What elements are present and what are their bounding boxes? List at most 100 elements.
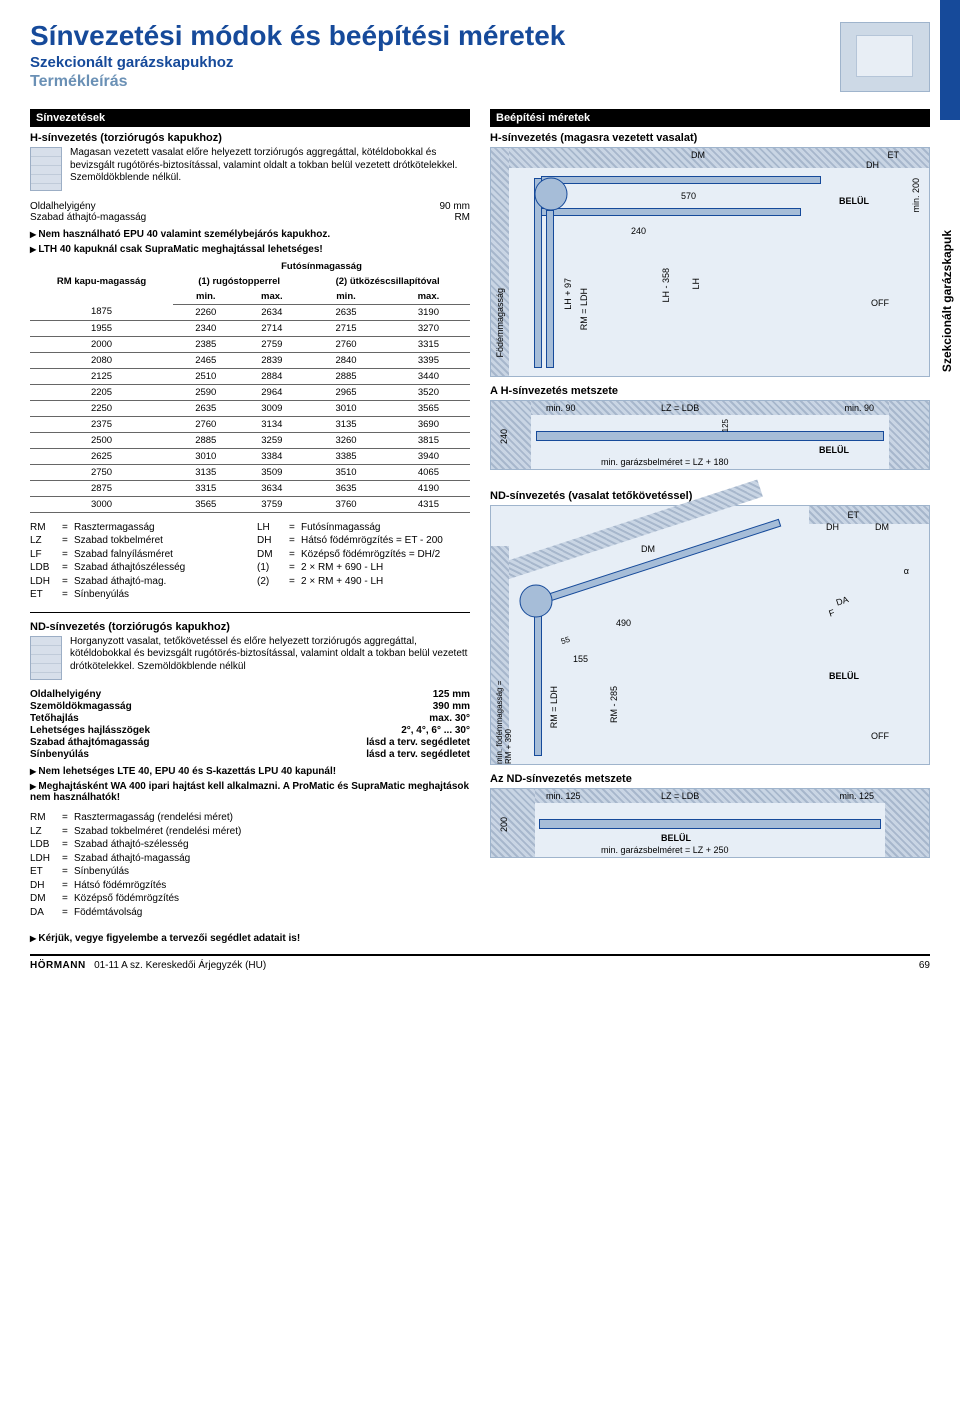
panel-swatch-icon xyxy=(30,147,62,191)
page-number: 69 xyxy=(919,960,930,971)
lbl-570: 570 xyxy=(681,191,696,201)
h-sinv-title: H-sínvezetés (torziórugós kapukhoz) xyxy=(30,132,470,144)
legend-row: RM=Rasztermagasság xyxy=(30,521,243,535)
szabad-v: RM xyxy=(454,212,470,223)
lbl-rmldh: RM = LDH xyxy=(579,288,589,330)
legend-row: DM=Középső födémrögzítés xyxy=(30,892,470,906)
th-min2: min. xyxy=(305,289,387,305)
lbl-lh97: LH + 97 xyxy=(563,278,573,310)
lbl-min90r: min. 90 xyxy=(844,403,874,413)
table-row: 22502635300930103565 xyxy=(30,400,470,416)
lbl-155: 155 xyxy=(573,654,588,664)
th-max2: max. xyxy=(387,289,470,305)
lbl-belul2: BELÜL xyxy=(829,671,859,681)
legend-row: LF=Szabad falnyílásméret xyxy=(30,548,243,562)
page-title: Sínvezetési módok és beépítési méretek xyxy=(30,20,930,52)
nd-cross-diagram: min. 125 min. 125 LZ = LDB 200 BELÜL min… xyxy=(490,788,930,858)
nd-desc: Horganyzott vasalat, tetőkövetéssel és e… xyxy=(70,636,470,674)
lbl-240: 240 xyxy=(631,226,646,236)
footer-note: Kérjük, vegye figyelembe a tervezői segé… xyxy=(30,933,930,944)
lbl-rm285: RM - 285 xyxy=(609,686,619,723)
table-row: 21252510288428853440 xyxy=(30,368,470,384)
diag-h-title: H-sínvezetés (magasra vezetett vasalat) xyxy=(490,132,930,144)
table-row: 20802465283928403395 xyxy=(30,352,470,368)
nd-title: ND-sínvezetés (torziórugós kapukhoz) xyxy=(30,621,470,633)
product-thumb xyxy=(840,22,930,92)
table-row: 20002385275927603315 xyxy=(30,336,470,352)
lbl-lh358: LH - 358 xyxy=(661,268,671,303)
legend-row: (1)=2 × RM + 690 - LH xyxy=(257,561,470,575)
side-category-label: Szekcionált garázskapuk xyxy=(940,230,954,372)
nd-diagram: ET DH DM DM α DA F 490 155 55 BELÜL OFF … xyxy=(490,505,930,765)
oldalhelyigeny-v: 90 mm xyxy=(439,201,470,212)
lbl-garaz: min. garázsbelméret = LZ + 180 xyxy=(601,457,729,467)
lbl-off2: OFF xyxy=(871,731,889,741)
param-row: Oldalhelyigény125 mm xyxy=(30,689,470,700)
lbl-490: 490 xyxy=(616,618,631,628)
lbl-55: 55 xyxy=(560,635,571,646)
legend-row: LZ=Szabad tokbelméret (rendelési méret) xyxy=(30,825,470,839)
table-row: 28753315363436354190 xyxy=(30,480,470,496)
legend-row: RM=Rasztermagasság (rendelési méret) xyxy=(30,811,470,825)
param-row: Tetőhajlásmax. 30° xyxy=(30,713,470,724)
lbl-min125l: min. 125 xyxy=(546,791,581,801)
legend-row: ET=Sínbenyúlás xyxy=(30,865,470,879)
lbl-f: F xyxy=(827,607,835,618)
legend-block-2: RM=Rasztermagasság (rendelési méret)LZ=S… xyxy=(30,811,470,919)
legend-row: LDH=Szabad áthajtó-magasság xyxy=(30,852,470,866)
lbl-belul3: BELÜL xyxy=(661,833,691,843)
table-row: 26253010338433853940 xyxy=(30,448,470,464)
footer-mid: 01-11 A sz. Kereskedői Árjegyzék (HU) xyxy=(94,960,266,971)
lbl-lzldb: LZ = LDB xyxy=(661,403,699,413)
h-diagram: DM ET DH min. 200 570 240 BELÜL OFF Födé… xyxy=(490,147,930,377)
table-row: 30003565375937604315 xyxy=(30,496,470,512)
table-row: 18752260263426353190 xyxy=(30,304,470,320)
legend-row: LDH=Szabad áthajtó-mag. xyxy=(30,575,243,589)
th-futosin: Futósínmagasság xyxy=(173,259,470,274)
lbl-dm2: DM xyxy=(875,522,889,532)
nd-cross-title: Az ND-sínvezetés metszete xyxy=(490,773,930,785)
legend-block-1: RM=RasztermagasságLZ=Szabad tokbelméretL… xyxy=(30,521,470,602)
runner-height-table: RM kapu-magasság Futósínmagasság (1) rug… xyxy=(30,259,470,513)
table-row: 25002885325932603815 xyxy=(30,432,470,448)
legend-row: (2)=2 × RM + 490 - LH xyxy=(257,575,470,589)
legend-row: LH=Futósínmagasság xyxy=(257,521,470,535)
th-utkoz: (2) ütközéscsillapítóval xyxy=(305,274,470,289)
param-row: Lehetséges hajlásszögek2°, 4°, 6° ... 30… xyxy=(30,725,470,736)
legend-row: DH=Hátsó födémrögzítés = ET - 200 xyxy=(257,534,470,548)
lbl-et2: ET xyxy=(847,510,859,520)
lbl-lh: LH xyxy=(691,278,701,290)
param-row: Sínbenyúláslásd a terv. segédletet xyxy=(30,749,470,760)
h-cross-title: A H-sínvezetés metszete xyxy=(490,385,930,397)
th-rm: RM kapu-magasság xyxy=(30,259,173,305)
lbl-dh2: DH xyxy=(826,522,839,532)
th-rugo: (1) rugóstopperrel xyxy=(173,274,305,289)
nd-params: Oldalhelyigény125 mmSzemöldökmagasság390… xyxy=(30,689,470,760)
param-row: Szabad áthajtómagasságlásd a terv. segéd… xyxy=(30,737,470,748)
lbl-dm3: DM xyxy=(641,544,655,554)
page-subtitle-2: Termékleírás xyxy=(30,73,930,91)
lbl-fodem: Födémmagasság xyxy=(495,288,505,358)
lbl-alpha: α xyxy=(904,566,909,576)
lbl-off: OFF xyxy=(871,298,889,308)
edge-tab xyxy=(940,0,960,120)
legend-row: LDB=Szabad áthajtó-szélesség xyxy=(30,838,470,852)
lbl-rmldh2: RM = LDH xyxy=(549,686,559,728)
th-max1: max. xyxy=(239,289,306,305)
lbl-garaz2: min. garázsbelméret = LZ + 250 xyxy=(601,845,729,855)
lbl-dh: DH xyxy=(866,160,879,170)
h-note1: Nem használható EPU 40 valamint személyb… xyxy=(30,229,470,240)
legend-row: LZ=Szabad tokbelméret xyxy=(30,534,243,548)
separator xyxy=(30,612,470,613)
legend-row: DH=Hátsó födémrögzítés xyxy=(30,879,470,893)
table-row: 22052590296429653520 xyxy=(30,384,470,400)
oldalhelyigeny-k: Oldalhelyigény xyxy=(30,201,96,212)
lbl-belul-c: BELÜL xyxy=(819,445,849,455)
lbl-dm: DM xyxy=(691,150,705,160)
legend-row: LDB=Szabad áthajtószélesség xyxy=(30,561,243,575)
panel-swatch-icon xyxy=(30,636,62,680)
page-subtitle-1: Szekcionált garázskapukhoz xyxy=(30,54,930,71)
lbl-200: 200 xyxy=(499,817,509,832)
legend-row: ET=Sínbenyúlás xyxy=(30,588,243,602)
h-cross-diagram: min. 90 min. 90 LZ = LDB 125 240 BELÜL m… xyxy=(490,400,930,470)
